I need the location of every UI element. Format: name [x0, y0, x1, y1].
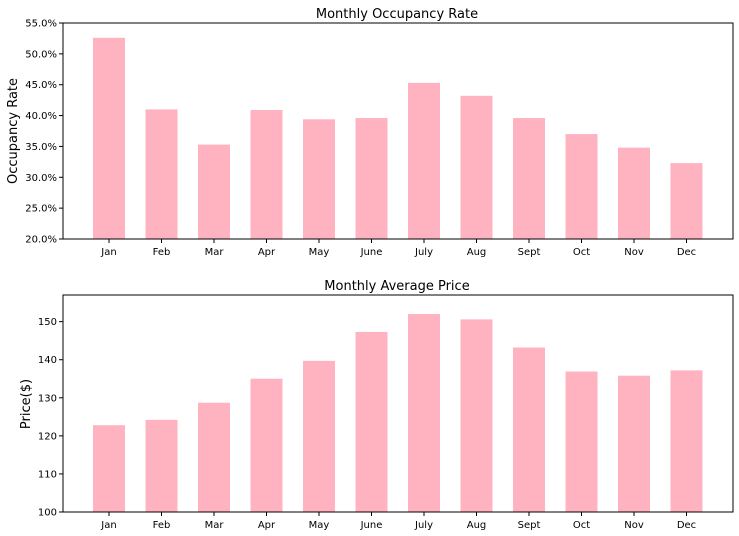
y-tick-label: 50.0%: [25, 49, 57, 60]
bar: [145, 419, 178, 512]
x-tick-label: May: [309, 520, 330, 531]
x-tick-label: Oct: [573, 520, 590, 531]
x-tick-label: Nov: [624, 247, 644, 258]
x-tick-label: Mar: [205, 247, 225, 258]
y-axis-label: Occupancy Rate: [6, 78, 21, 184]
bar: [565, 371, 598, 512]
x-tick-label: Feb: [153, 520, 171, 531]
y-tick-label: 120: [38, 431, 57, 442]
occupancy-chart: Monthly Occupancy Rate Occupancy Rate 20…: [6, 7, 734, 258]
y-tick-label: 110: [38, 469, 57, 480]
x-tick-label: Apr: [258, 247, 276, 258]
y-tick-label: 40.0%: [25, 111, 57, 122]
plot-frame: [62, 294, 734, 513]
x-tick-label: June: [360, 247, 383, 258]
y-tick-label: 35.0%: [25, 142, 57, 153]
x-tick-label: Jan: [100, 520, 116, 531]
x-tick-label: Sept: [518, 520, 541, 531]
bar: [618, 375, 650, 512]
bar: [565, 134, 598, 239]
plot-frame: [62, 22, 734, 240]
price-chart: Monthly Average Price Price($) 100 110 120…: [19, 279, 734, 531]
y-tick-label: 55.0%: [25, 19, 57, 30]
x-tick-label: Mar: [205, 520, 225, 531]
bar: [408, 82, 440, 239]
x-tick-label: June: [360, 520, 383, 531]
bar: [513, 118, 545, 239]
bar: [198, 402, 230, 512]
x-tick-label: Dec: [677, 520, 696, 531]
chart-title: Monthly Average Price: [324, 279, 469, 294]
y-tick-label: 45.0%: [25, 80, 57, 91]
bar: [93, 425, 125, 512]
x-tick-label: July: [414, 247, 433, 258]
x-tick-label: Feb: [153, 247, 171, 258]
x-tick-label: Nov: [624, 520, 644, 531]
x-tick-label: Dec: [677, 247, 696, 258]
y-tick-label: 25.0%: [25, 204, 57, 215]
x-tick-label: Sept: [518, 247, 541, 258]
y-tick-label: 100: [38, 508, 57, 519]
bar: [460, 319, 493, 512]
x-tick-label: May: [309, 247, 330, 258]
x-tick-label: Oct: [573, 247, 590, 258]
x-tick-label: Aug: [467, 520, 487, 531]
bar: [670, 370, 703, 512]
y-tick-label: 30.0%: [25, 173, 57, 184]
bar: [618, 147, 650, 239]
bar: [355, 331, 388, 512]
bar: [408, 314, 440, 512]
bar: [198, 144, 230, 239]
y-tick-label: 150: [38, 317, 57, 328]
x-tick-label: Aug: [467, 247, 487, 258]
y-tick-label: 130: [38, 393, 57, 404]
bar: [513, 347, 545, 512]
bar: [303, 360, 335, 512]
x-tick-label: Apr: [258, 520, 276, 531]
bar: [460, 95, 493, 239]
x-tick-label: Jan: [100, 247, 116, 258]
y-tick-label: 20.0%: [25, 235, 57, 246]
chart-title: Monthly Occupancy Rate: [316, 7, 478, 22]
bar: [93, 37, 125, 239]
y-axis-label: Price($): [19, 379, 34, 429]
bar: [303, 119, 335, 239]
bar: [355, 118, 388, 239]
x-tick-label: July: [414, 520, 433, 531]
bar: [250, 378, 283, 512]
bar: [145, 109, 178, 240]
y-tick-label: 140: [38, 355, 57, 366]
bar: [250, 110, 283, 239]
bar: [670, 163, 703, 239]
